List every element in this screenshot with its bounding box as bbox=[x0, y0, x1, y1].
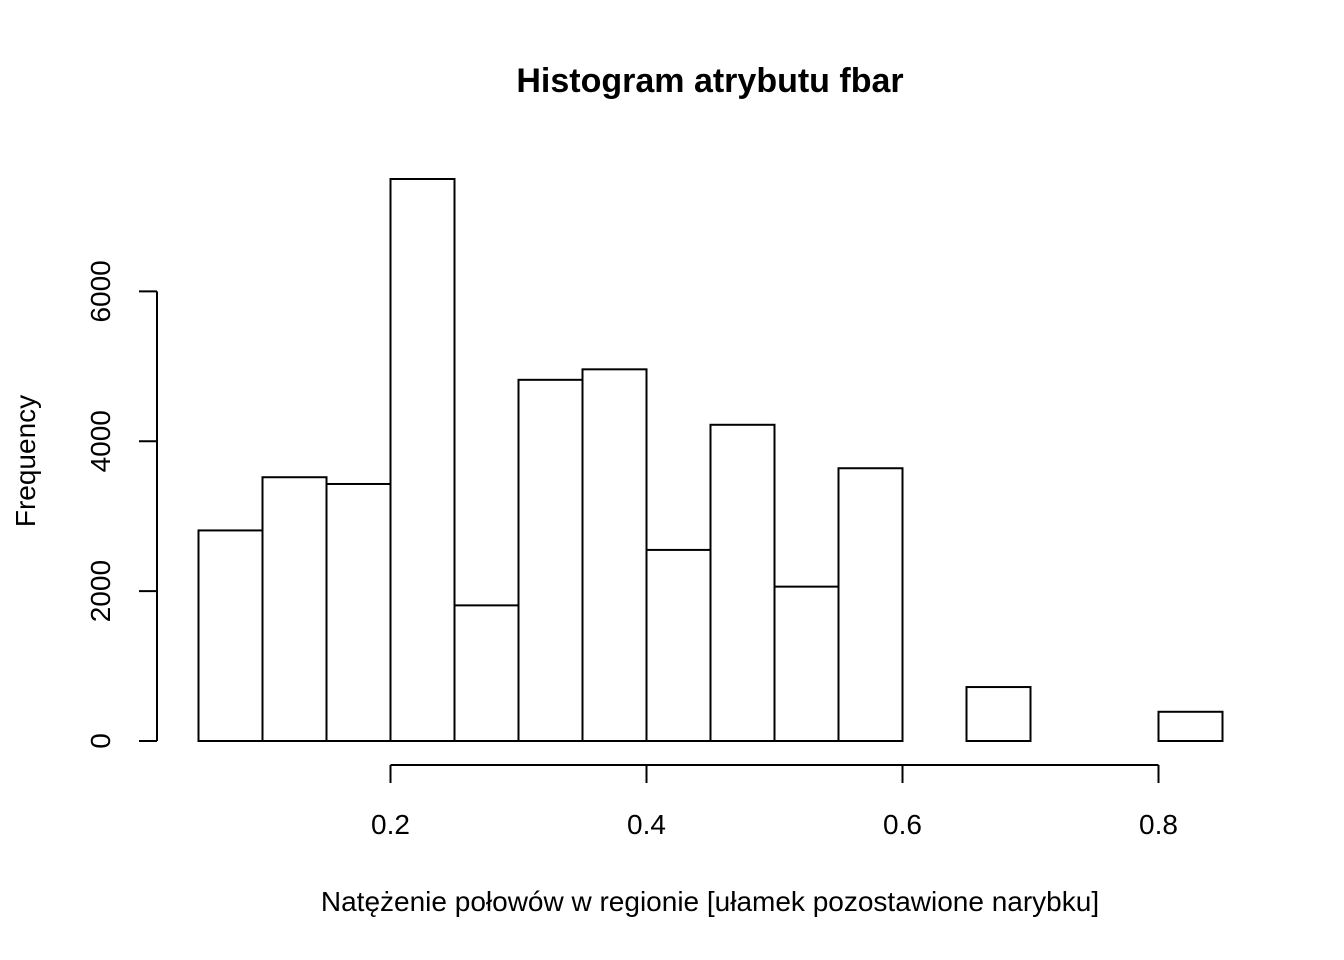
x-tick-label: 0.4 bbox=[627, 809, 666, 840]
histogram-bar bbox=[517, 378, 584, 742]
y-tick-label: 6000 bbox=[85, 260, 116, 322]
y-axis-label: Frequency bbox=[10, 395, 41, 527]
y-tick-label: 0 bbox=[85, 733, 116, 749]
histogram-bar bbox=[773, 585, 840, 742]
histogram-bar bbox=[453, 604, 520, 742]
histogram-bar bbox=[325, 482, 392, 742]
histogram-bar bbox=[197, 529, 264, 742]
x-axis: 0.2 0.4 0.6 0.8 bbox=[371, 764, 1178, 840]
bars bbox=[197, 178, 1224, 743]
histogram-bar bbox=[965, 686, 1032, 742]
x-tick-label: 0.2 bbox=[371, 809, 410, 840]
histogram-bar bbox=[709, 423, 776, 742]
x-tick-label: 0.6 bbox=[883, 809, 922, 840]
histogram-bar bbox=[837, 467, 904, 742]
y-tick-label: 4000 bbox=[85, 410, 116, 472]
y-axis: 0 2000 4000 6000 bbox=[85, 260, 158, 749]
histogram-bar bbox=[1157, 710, 1224, 743]
histogram-bar bbox=[645, 548, 712, 742]
histogram-bar bbox=[389, 178, 456, 742]
x-tick-label: 0.8 bbox=[1139, 809, 1178, 840]
y-tick-label: 2000 bbox=[85, 560, 116, 622]
chart-title: Histogram atrybutu fbar bbox=[516, 62, 903, 100]
histogram-bar bbox=[581, 368, 648, 742]
histogram-bar bbox=[261, 476, 328, 742]
x-axis-label: Natężenie połowów w regionie [ułamek poz… bbox=[321, 886, 1099, 917]
